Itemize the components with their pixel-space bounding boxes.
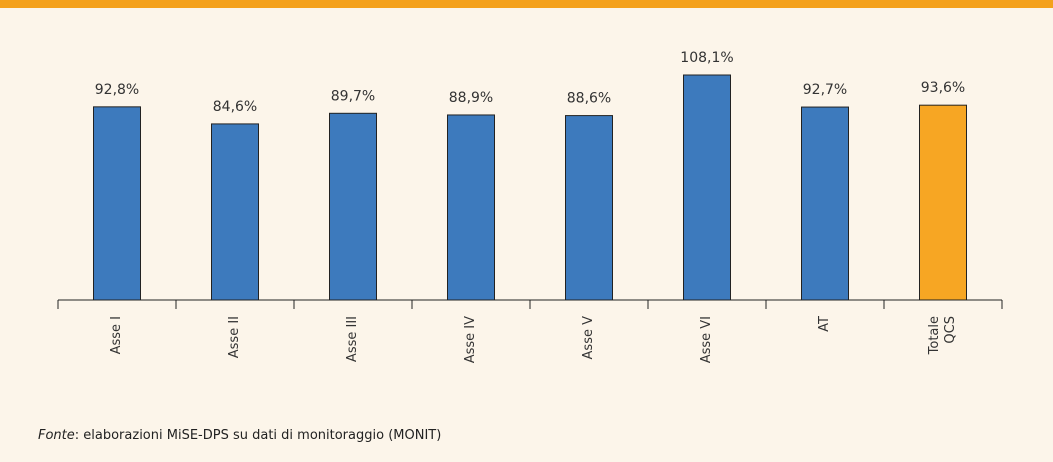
x-tick-label: Asse I xyxy=(109,316,124,355)
bar xyxy=(683,74,731,301)
bar xyxy=(329,112,377,301)
x-tick-label: Asse III xyxy=(345,316,360,363)
data-label: 108,1% xyxy=(680,50,733,66)
top-bar xyxy=(0,0,1053,8)
data-label: 92,8% xyxy=(95,82,139,98)
x-tick-label: Asse II xyxy=(227,316,242,359)
x-tick-label: Asse VI xyxy=(699,316,714,364)
bar xyxy=(565,115,613,301)
data-label: 88,6% xyxy=(567,91,611,107)
x-tick-label: Asse IV xyxy=(463,316,478,364)
source-text: : elaborazioni MiSE-DPS su dati di monit… xyxy=(74,428,442,443)
source-note: Fonte: elaborazioni MiSE-DPS su dati di … xyxy=(38,428,441,443)
data-label: 88,9% xyxy=(449,90,493,106)
data-label: 92,7% xyxy=(803,82,847,98)
bar xyxy=(919,104,967,301)
data-label: 89,7% xyxy=(331,88,375,104)
source-label: Fonte xyxy=(38,428,75,443)
x-tick-label: Totale QCS xyxy=(927,316,958,355)
bar xyxy=(211,123,259,301)
data-label: 84,6% xyxy=(213,99,257,115)
bar xyxy=(93,106,141,301)
x-tick-label: Asse V xyxy=(581,316,596,360)
x-tick-label: AT xyxy=(817,316,832,332)
bar xyxy=(447,114,495,301)
bar xyxy=(801,106,849,301)
data-label: 93,6% xyxy=(921,80,965,96)
